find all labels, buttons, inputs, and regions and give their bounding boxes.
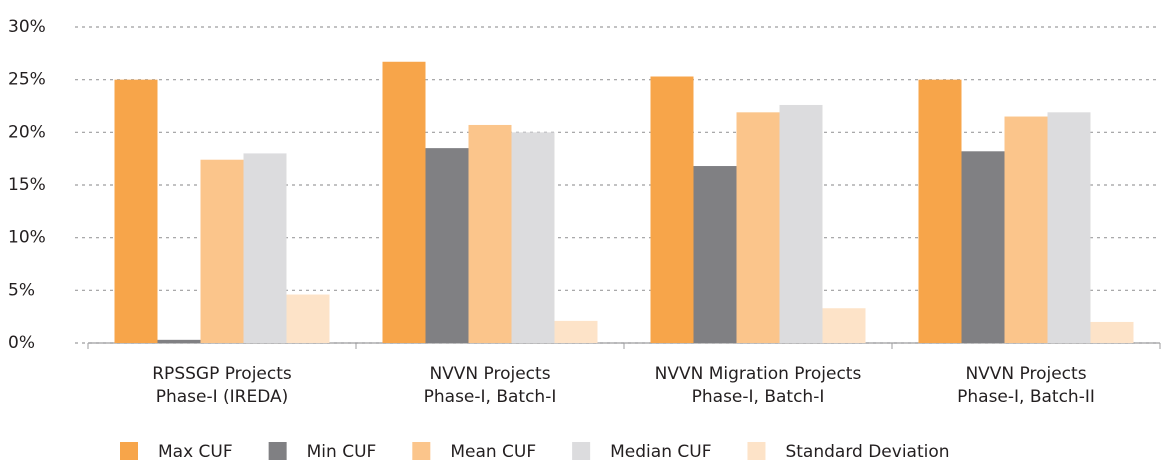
- bar: [157, 339, 201, 343]
- x-tick-label: NVVN Projects Phase-I, Batch-II: [957, 364, 1095, 407]
- legend-label: Max CUF: [158, 442, 233, 462]
- bar: [554, 320, 598, 343]
- bar: [114, 79, 158, 344]
- legend-label: Min CUF: [307, 442, 377, 462]
- legend-swatch: [412, 442, 431, 460]
- y-tick-label: 10%: [8, 228, 46, 248]
- legend-label: Mean CUF: [450, 442, 536, 462]
- y-tick-label: 25%: [8, 70, 46, 90]
- y-tick-label: 0%: [8, 333, 35, 353]
- x-tick-label: RPSSGP Projects Phase-I (IREDA): [152, 364, 292, 407]
- y-tick-label: 15%: [8, 175, 46, 195]
- legend-label: Median CUF: [610, 442, 711, 462]
- legend-swatch: [572, 442, 591, 460]
- bar: [961, 151, 1005, 343]
- legend-swatch: [120, 442, 138, 460]
- bar: [1090, 321, 1134, 343]
- bar: [736, 112, 780, 343]
- y-tick-label: 30%: [8, 17, 46, 37]
- y-tick-label: 20%: [8, 122, 46, 142]
- bar: [779, 104, 823, 344]
- legend-swatch: [747, 442, 766, 460]
- bar: [693, 166, 737, 343]
- x-tick-label: NVVN Migration Projects Phase-I, Batch-I: [654, 364, 862, 407]
- legend-label: Standard Deviation: [785, 442, 949, 462]
- bar: [468, 124, 512, 344]
- bar: [425, 148, 469, 343]
- bar: [243, 153, 287, 343]
- bar: [1004, 116, 1048, 344]
- bar: [200, 159, 244, 343]
- bar: [511, 132, 555, 343]
- bar: [918, 79, 962, 344]
- x-tick-label: NVVN Projects Phase-I, Batch-I: [423, 364, 557, 407]
- bar: [286, 294, 330, 343]
- legend-swatch: [268, 442, 287, 460]
- y-tick-label: 5%: [8, 280, 35, 300]
- bar: [650, 76, 694, 344]
- bar: [822, 308, 866, 343]
- bar: [382, 61, 426, 343]
- bar: [1047, 112, 1091, 343]
